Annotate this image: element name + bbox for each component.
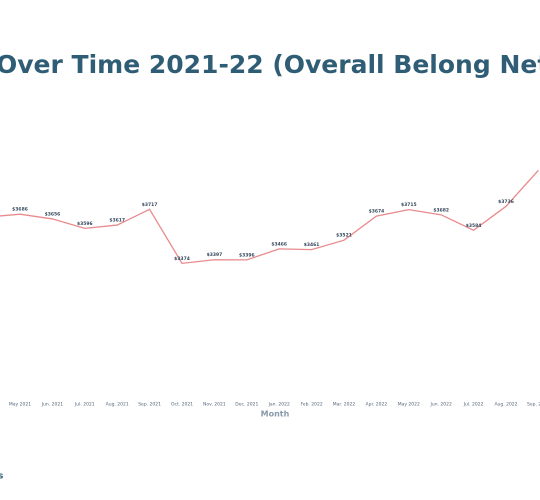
x-tick-label: Jun. 2022 bbox=[430, 402, 452, 408]
x-tick-label: Aug. 2022 bbox=[494, 402, 517, 408]
line bbox=[0, 169, 539, 265]
x-tick-label: Nov. 2021 bbox=[203, 402, 226, 408]
x-tick-label: Apr. 2022 bbox=[366, 402, 388, 408]
data-label: $3717 bbox=[142, 202, 158, 208]
data-label: $3686 bbox=[12, 207, 28, 213]
data-label: $3374 bbox=[174, 256, 190, 262]
chart-title: Over Time 2021-22 (Overall Belong Netwo bbox=[0, 50, 540, 79]
data-label: $3466 bbox=[271, 241, 287, 247]
x-tick-label: Mar. 2022 bbox=[333, 402, 356, 408]
data-label: $3584 bbox=[466, 223, 482, 229]
x-axis-title: Month bbox=[261, 410, 290, 419]
x-tick-label: Feb. 2022 bbox=[300, 402, 322, 408]
data-label: $3461 bbox=[304, 242, 320, 248]
x-tick-label: Dec. 2021 bbox=[235, 402, 258, 408]
x-tick-label: May 2022 bbox=[398, 402, 420, 408]
data-label: $3715 bbox=[401, 202, 417, 208]
data-label: $3521 bbox=[336, 233, 352, 239]
data-label: $3596 bbox=[77, 221, 93, 227]
data-label: $3397 bbox=[207, 252, 223, 258]
x-tick-label: Aug. 2021 bbox=[106, 402, 129, 408]
x-tick-label: Sep. 2021 bbox=[138, 402, 161, 408]
x-tick-label: Jul. 2022 bbox=[463, 402, 484, 408]
x-tick-label: May 2021 bbox=[9, 402, 31, 408]
data-label: $3396 bbox=[239, 252, 255, 258]
x-tick-label: Sep. 2022 bbox=[527, 402, 540, 408]
data-label: $3617 bbox=[109, 218, 125, 224]
data-label: $3736 bbox=[498, 199, 514, 205]
footer-text: s bbox=[0, 472, 3, 482]
x-tick-label: Jan. 2022 bbox=[268, 402, 290, 408]
x-tick-label: Jul. 2021 bbox=[74, 402, 95, 408]
data-label: $3656 bbox=[45, 211, 61, 217]
x-tick-label: Jun. 2021 bbox=[41, 402, 63, 408]
x-tick-label: Oct. 2021 bbox=[171, 402, 193, 408]
data-label: $3674 bbox=[369, 209, 385, 215]
data-label: $3682 bbox=[433, 207, 449, 213]
